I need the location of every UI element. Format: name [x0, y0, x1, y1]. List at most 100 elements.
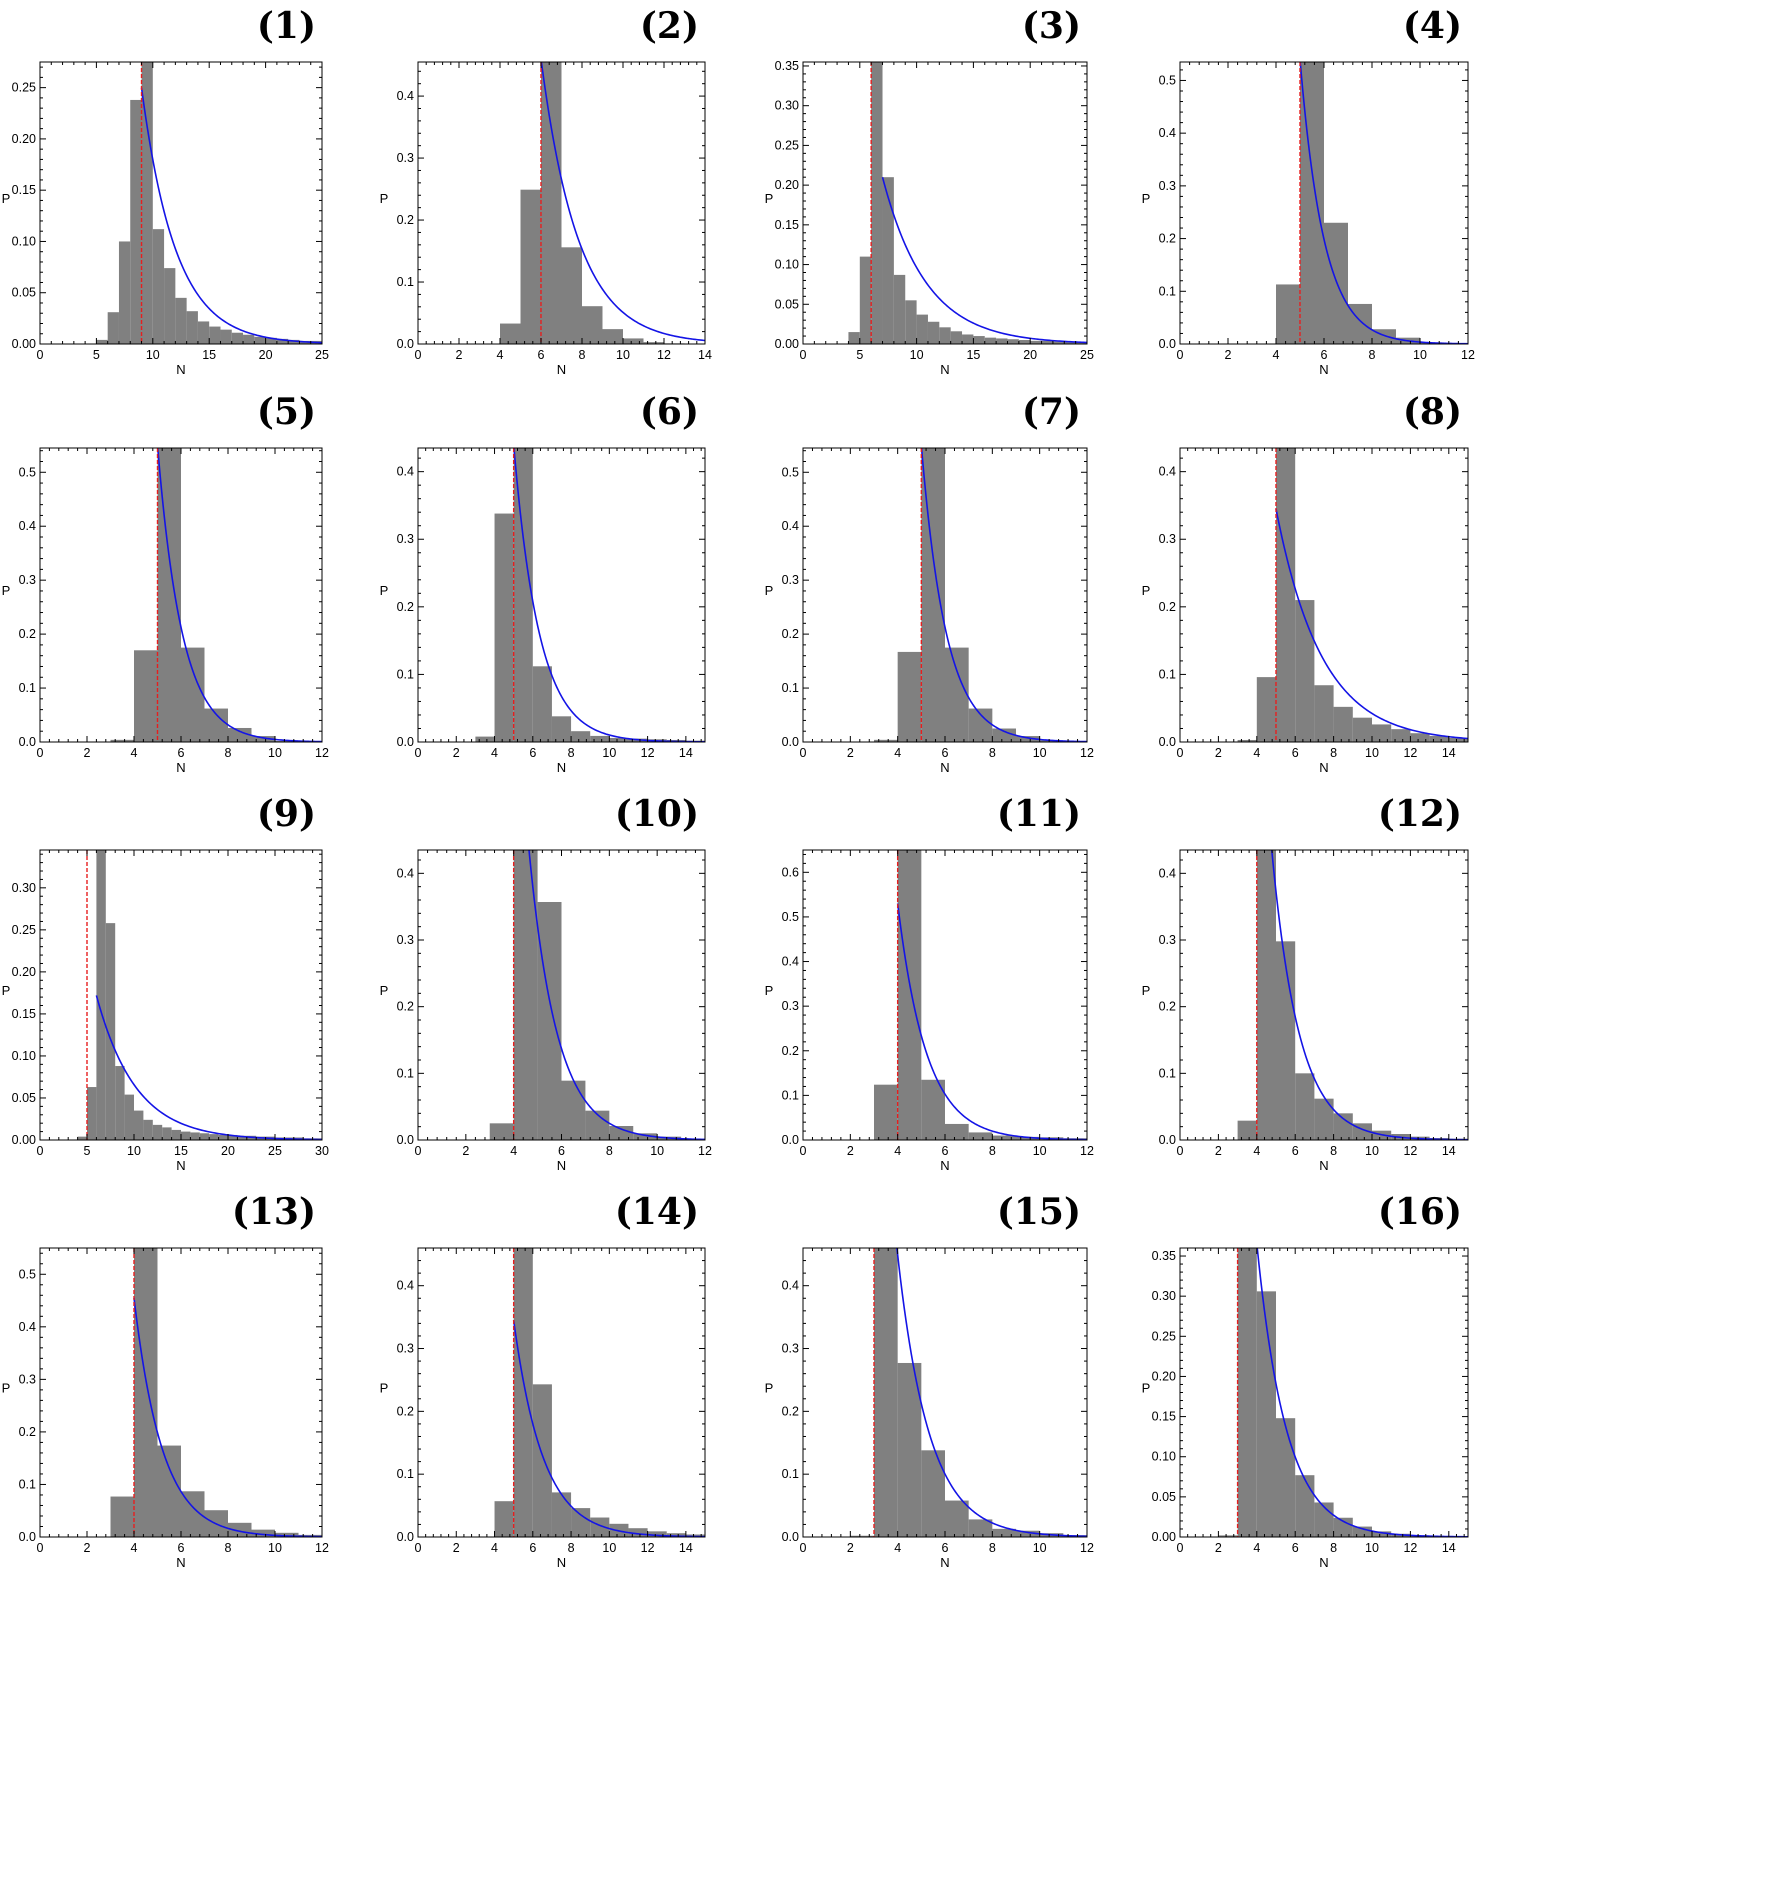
x-tick-label: 12: [1461, 348, 1475, 362]
histogram-bar: [228, 727, 252, 742]
histogram-bar: [1052, 341, 1065, 344]
histogram-bar: [882, 177, 894, 344]
histogram-bar: [571, 1508, 591, 1537]
x-tick-label: 20: [259, 348, 273, 362]
fit-curve: [1299, 62, 1468, 344]
x-tick-label: 12: [1403, 1144, 1417, 1158]
histogram-bar: [1218, 1535, 1238, 1537]
y-tick-label: 0.00: [12, 337, 36, 351]
histogram-bar: [992, 728, 1016, 742]
y-axis-label: P: [380, 583, 389, 598]
histogram-bar: [939, 327, 951, 344]
panel-label: (3): [1022, 5, 1081, 47]
y-tick-label: 0.4: [1159, 866, 1176, 880]
panel-label: (11): [997, 793, 1081, 835]
x-tick-label: 6: [558, 1144, 565, 1158]
fit-curve: [140, 87, 322, 344]
y-axis-label: P: [765, 191, 774, 206]
histogram-bar: [1333, 1517, 1353, 1537]
histogram-bar: [77, 1136, 87, 1140]
x-tick-label: 12: [698, 1144, 712, 1158]
histogram-bar: [1429, 735, 1449, 742]
plot-area: [475, 448, 705, 742]
histogram-bar: [1276, 941, 1296, 1140]
y-tick-label: 0.1: [397, 667, 414, 681]
x-tick-label: 2: [462, 1144, 469, 1158]
y-tick-label: 0.30: [1152, 1289, 1176, 1303]
y-tick-label: 0.1: [397, 1066, 414, 1080]
x-tick-label: 0: [37, 1144, 44, 1158]
histogram-panel-14: 0 2 4 6 8 10 12 14 0.0 0.1 0.2 0.3 0.4 N P (14): [380, 1191, 706, 1570]
histogram-bar: [537, 902, 562, 1140]
y-tick-label: 0.1: [782, 1088, 799, 1102]
histogram-bar: [190, 1132, 200, 1140]
histogram-bar: [992, 1135, 1016, 1140]
y-axis-label: P: [1142, 1381, 1151, 1396]
histogram-bar: [585, 1110, 610, 1140]
x-tick-label: 0: [415, 746, 422, 760]
x-tick-label: 10: [1365, 1541, 1379, 1555]
y-tick-label: 0.25: [775, 138, 799, 152]
histogram-bar: [164, 268, 176, 344]
plot-area: [96, 62, 322, 344]
y-tick-label: 0.4: [782, 519, 799, 533]
y-tick-label: 0.5: [1159, 73, 1176, 87]
y-tick-label: 0.00: [12, 1133, 36, 1147]
x-tick-label: 6: [538, 348, 545, 362]
x-tick-label: 2: [84, 746, 91, 760]
plot-area: [1218, 1248, 1468, 1537]
histogram-bar: [859, 256, 872, 344]
x-tick-label: 2: [453, 1541, 460, 1555]
x-tick-label: 10: [910, 348, 924, 362]
plot-frame: [39, 849, 323, 1141]
x-tick-label: 5: [93, 348, 100, 362]
histogram-bar: [1448, 737, 1468, 742]
plot-area: [1237, 448, 1468, 742]
histogram-bar: [927, 321, 940, 344]
histogram-bar: [1030, 340, 1042, 344]
y-tick-label: 0.10: [775, 258, 799, 272]
histogram-bar: [181, 1491, 205, 1537]
y-tick-label: 0.05: [1152, 1490, 1176, 1504]
histogram-bar: [243, 334, 255, 344]
x-tick-label: 8: [606, 1144, 613, 1158]
y-tick-label: 0.4: [397, 89, 414, 103]
x-tick-label: 14: [1442, 1144, 1456, 1158]
y-tick-label: 0.3: [1159, 179, 1176, 193]
y-tick-label: 0.3: [397, 1342, 414, 1356]
x-tick-label: 0: [1177, 1144, 1184, 1158]
y-tick-label: 0.15: [12, 1007, 36, 1021]
y-tick-label: 0.0: [782, 1530, 799, 1544]
histogram-bar: [1391, 729, 1411, 742]
y-tick-label: 0.15: [775, 218, 799, 232]
histogram-bar: [609, 1126, 634, 1140]
histogram-bar: [162, 1127, 172, 1140]
x-tick-label: 4: [1253, 1144, 1260, 1158]
histogram-bar: [532, 1384, 552, 1537]
x-tick-label: 2: [1215, 1144, 1222, 1158]
plot-frame: [417, 1247, 706, 1538]
x-tick-label: 0: [1177, 746, 1184, 760]
histogram-bar: [171, 1129, 181, 1140]
fit-curve: [881, 176, 1087, 344]
histogram-panel-9: 0 5 10 15 20 25 30 0.00 0.05 0.10 0.15 0.20 0.25 0.30…: [2, 793, 329, 1173]
x-axis-label: N: [176, 362, 185, 377]
fit-curve: [133, 1297, 322, 1537]
histogram-bar: [237, 1135, 247, 1140]
y-tick-label: 0.4: [19, 1320, 36, 1334]
x-tick-label: 12: [641, 1541, 655, 1555]
fit-curve: [1275, 508, 1468, 740]
x-tick-label: 2: [847, 1541, 854, 1555]
histogram-bar: [874, 1248, 898, 1537]
histogram-bar: [874, 739, 898, 742]
y-axis-label: P: [765, 583, 774, 598]
histogram-bar: [513, 448, 533, 742]
x-tick-label: 4: [131, 1541, 138, 1555]
x-axis-label: N: [176, 1555, 185, 1570]
histogram-bar: [494, 513, 514, 742]
panel-label: (12): [1378, 793, 1462, 835]
y-tick-label: 0.0: [1159, 735, 1176, 749]
fit-curve: [1256, 1248, 1468, 1537]
histogram-bar: [996, 338, 1008, 344]
